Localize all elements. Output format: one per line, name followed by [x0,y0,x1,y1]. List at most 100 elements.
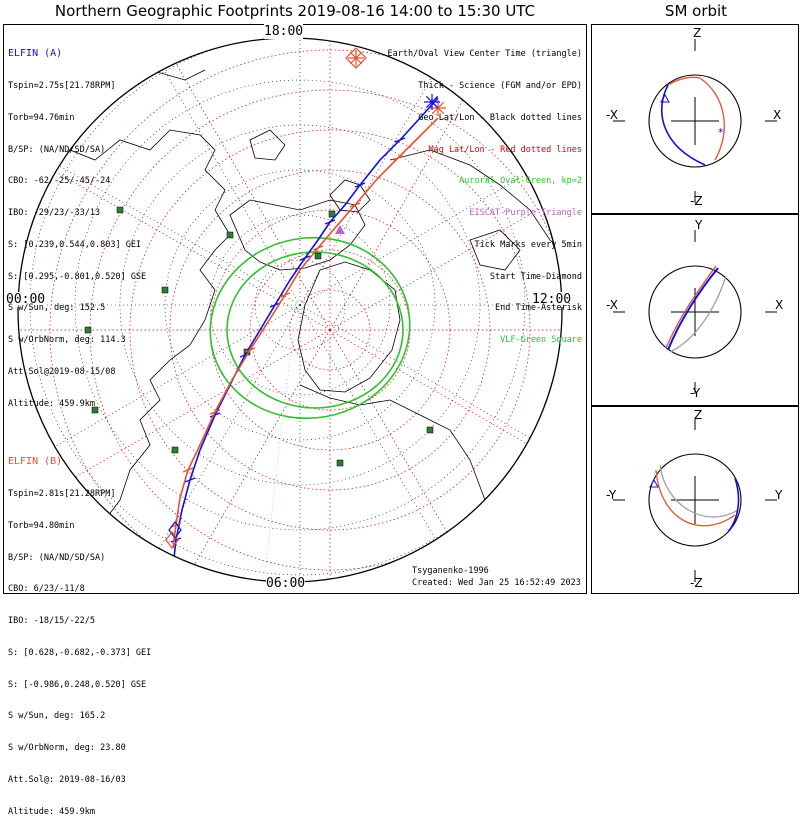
elfin-b-tick [182,467,194,473]
geo-latitude-circle [209,214,391,396]
vlf-station [336,459,344,467]
elfin-b-line: CBO: 6/23/-11/8 [8,584,85,595]
sm-yz-orbit [655,469,736,527]
sm-xz-earth [648,74,742,168]
sm-xz-asterisk: * [718,126,724,139]
elfin-b-tick [349,202,361,208]
sm-panel-xy [591,214,799,406]
mag-meridian [149,329,331,582]
model-label: Tsyganenko-1996 [412,566,489,576]
lt-label-top: 18:00 [264,24,304,39]
sm-xz-orbit [661,84,706,166]
elfin-a-tick [209,412,221,418]
legend-item: Geo Lat/Lon - Black dotted lines [418,112,582,123]
lt-label-left: 00:00 [6,292,46,307]
coastline [329,179,371,213]
elfin-a-info: ELFIN (A) Tspin=2.75s[21.78RPM] Torb=94.… [8,28,146,420]
elfin-a-line: Torb=94.76min [8,112,75,123]
elfin-b-line: Altitude: 459.9km [8,806,95,817]
geo-meridian [139,304,301,582]
elfin-b-tick [392,155,404,161]
footprint-map: * [17,37,777,583]
legend-item: Auroral Oval-Green, kp=2 [459,176,582,187]
sm3-bottom-label: -Z [690,576,703,590]
geo-meridian [299,38,461,306]
coastline [39,129,231,541]
elfin-a-tick [354,182,366,188]
elfin-b-line: IBO: -18/15/-22/5 [8,616,95,627]
vlf-station [226,231,234,239]
sm-yz-marker [649,478,659,488]
mag-meridian [329,329,511,582]
sm-panel-yz [591,406,799,594]
sm3-left-label: -Y [606,488,617,502]
created-label: Created: Wed Jan 25 16:52:49 2023 [412,578,581,588]
mag-meridian [329,329,562,511]
elfin-a-line: S: [0.295,-0.801,0.520] GSE [8,271,147,282]
legend-item: Thick - Science (FGM and/or EPD) [418,80,582,91]
elfin-b-line: S w/OrbNorm, deg: 23.80 [8,743,126,754]
auxiliary-track [261,299,301,582]
legend-item: Start Time-Diamond [489,271,582,282]
sm-panel-xz [591,24,799,214]
coastline [389,149,562,261]
legend-item: EISCAT-Purple Triangle [469,208,582,219]
elfin-a-name: ELFIN (A) [8,48,63,60]
sm1-left-label: -X [606,108,618,122]
vlf-station [84,326,92,334]
vlf-station [91,406,99,414]
elfin-b-line: Att.Sol@: 2019-08-16/03 [8,775,126,785]
sm2-right-label: X [775,298,784,312]
elfin-b-line: S: [0.628,-0.682,-0.373] GEI [8,647,152,658]
elfin-a-line: Tspin=2.75s[21.78RPM] [8,80,116,91]
geo-meridian [22,304,301,466]
elfin-b-info: ELFIN (B) Tspin=2.81s[21.28RPM] Torb=94.… [8,436,151,828]
elfin-b-tick [209,409,221,415]
sm1-right-label: X [773,108,782,122]
geo-meridian [299,144,562,306]
coastline [469,229,521,271]
elfin-a-line: CBO: -62/-25/-45/-24 [8,176,111,187]
geo-latitude-circle [164,169,436,441]
elfin-a-tick [394,137,406,143]
eiscat-triangle [335,225,345,234]
sm-xz-marker [660,93,670,103]
auroral-oval-outer [209,236,411,420]
lt-label-bottom: 06:00 [266,576,306,591]
elfin-b-tick [312,245,324,251]
sm-yz-orbit [727,477,740,533]
elfin-b-line: Tspin=2.81s[21.28RPM] [8,488,116,499]
vlf-station [426,426,434,434]
elfin-b-tick [244,347,256,353]
sm-yz-earth [648,453,742,547]
elfin-a-line: IBO: -29/23/-33/13 [8,208,101,219]
sm-xy-orbit [667,267,719,351]
elfin-a-tick [324,219,336,225]
legend-item: Mag Lat/Lon - Red dotted lines [428,144,582,155]
sm2-top-label: Y [695,218,703,232]
lt-label-right: 12:00 [532,292,572,307]
coastline [229,199,366,271]
sm-yz-orbit [659,464,739,518]
sm2-bottom-label: -Y [690,386,701,400]
coastline [299,384,486,566]
elfin-b-end-asterisk [431,101,445,115]
legend: Earth/Oval View Center Time (triangle) T… [388,28,582,356]
elfin-b-line: S w/Sun, deg: 165.2 [8,711,106,722]
mag-meridian [149,38,331,331]
geo-meridian [22,144,301,306]
elfin-a-line: S w/OrbNorm, deg: 114.3 [8,335,126,346]
elfin-b-line: S: [-0.986,0.248,0.520] GSE [8,679,147,690]
legend-item: Earth/Oval View Center Time (triangle) [387,49,582,60]
elfin-a-tick [299,255,311,261]
elfin-b-line: B/SP: (NA/ND/SD/SA) [8,552,106,563]
elfin-b-line: Torb=94.80min [8,520,75,531]
elfin-a-line: Att.Sol@2019-08-15/08 [8,367,116,377]
elfin-b-tick [279,292,291,298]
vlf-station [161,286,169,294]
elfin-a-line: Altitude: 459.9km [8,398,95,409]
elfin-b-start-diamond [165,531,179,549]
elfin-b-tick [170,522,182,528]
vlf-station [328,210,336,218]
sm2-left-label: -X [606,298,618,312]
